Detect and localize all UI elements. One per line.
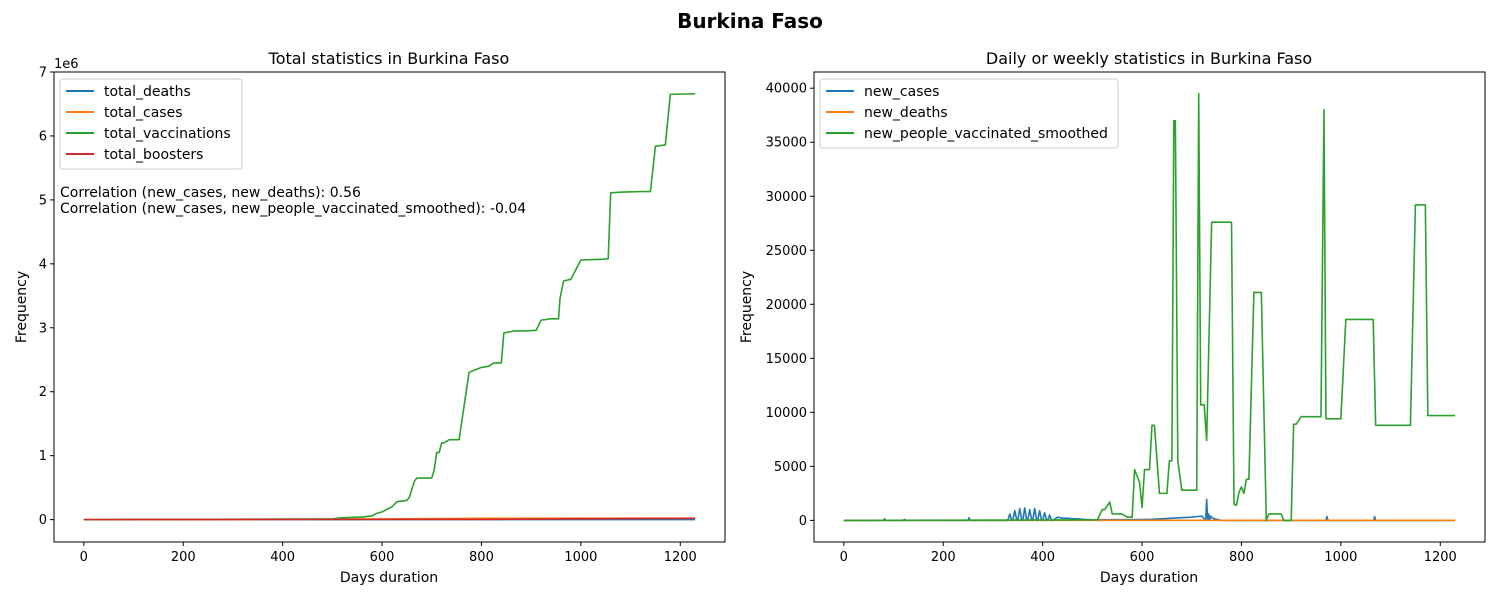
left-chart-ylabel: Frequency	[14, 271, 30, 343]
correlation-annotation-1: Correlation (new_cases, new_deaths): 0.5…	[60, 185, 361, 201]
left-chart-annotations: Correlation (new_cases, new_deaths): 0.5…	[60, 185, 526, 217]
x-tick-label: 1000	[564, 550, 597, 565]
left-chart-frame	[53, 71, 726, 543]
legend-label-total-cases: total_cases	[104, 105, 183, 121]
y-tick-label: 4	[39, 257, 47, 272]
right-chart: Daily or weekly statistics in Burkina Fa…	[739, 49, 1486, 586]
y-tick-label: 30000	[766, 190, 807, 205]
right-chart-legend: new_cases new_deaths new_people_vaccinated…	[819, 78, 1119, 149]
legend-label-total-deaths: total_deaths	[104, 84, 191, 100]
y-tick-label: 10000	[766, 406, 807, 421]
series-line-new-people-vaccinated-smoothed	[843, 92, 1456, 522]
y-tick-label: 1	[39, 449, 47, 464]
x-tick-label: 200	[171, 550, 196, 565]
x-tick-label: 1000	[1324, 550, 1357, 565]
series-line-total-vaccinations	[83, 92, 696, 521]
y-tick-label: 20000	[766, 298, 807, 313]
x-tick-label: 400	[270, 550, 295, 565]
legend-label-new-deaths: new_deaths	[864, 105, 948, 121]
right-chart-xlabel: Days duration	[1100, 570, 1198, 586]
x-tick-label: 400	[1030, 550, 1055, 565]
x-tick-label: 1200	[664, 550, 697, 565]
y-tick-label: 15000	[766, 352, 807, 367]
left-chart-offset-label: 1e6	[54, 57, 79, 72]
legend-label-new-cases: new_cases	[864, 84, 939, 100]
left-chart-legend: total_deaths total_cases total_vaccination…	[59, 78, 243, 170]
series-line-new-cases	[843, 498, 1456, 522]
x-tick-label: 1200	[1424, 550, 1457, 565]
legend-label-new-people-vaccinated-smoothed: new_people_vaccinated_smoothed	[864, 126, 1108, 142]
series-line-total-boosters	[83, 517, 696, 521]
legend-box	[819, 78, 1119, 149]
left-chart-xlabel: Days duration	[340, 570, 438, 586]
y-tick-label: 40000	[766, 82, 807, 97]
y-tick-label: 6	[39, 129, 47, 144]
right-chart-title: Daily or weekly statistics in Burkina Fa…	[986, 49, 1312, 68]
left-chart-series-group	[83, 92, 696, 521]
y-tick-label: 0	[39, 513, 47, 528]
y-tick-label: 5000	[774, 460, 807, 475]
correlation-annotation-2: Correlation (new_cases, new_people_vacci…	[60, 201, 526, 217]
right-chart-ylabel: Frequency	[739, 271, 755, 343]
x-tick-label: 0	[80, 550, 88, 565]
x-tick-label: 200	[931, 550, 956, 565]
x-tick-label: 800	[1229, 550, 1254, 565]
legend-box	[59, 78, 243, 170]
left-chart: Total statistics in Burkina Faso Days du…	[14, 49, 726, 586]
x-tick-label: 800	[469, 550, 494, 565]
right-chart-frame	[813, 71, 1486, 543]
x-tick-label: 600	[1130, 550, 1155, 565]
right-chart-series-group	[843, 92, 1456, 522]
y-tick-label: 2	[39, 385, 47, 400]
y-tick-label: 3	[39, 321, 47, 336]
left-chart-title: Total statistics in Burkina Faso	[268, 49, 510, 68]
y-tick-label: 25000	[766, 244, 807, 259]
x-tick-label: 600	[370, 550, 395, 565]
legend-label-total-vaccinations: total_vaccinations	[104, 126, 231, 142]
y-tick-label: 5	[39, 193, 47, 208]
y-tick-label: 0	[799, 514, 807, 529]
figure-title: Burkina Faso	[677, 9, 823, 33]
legend-label-total-boosters: total_boosters	[104, 147, 203, 163]
x-tick-label: 0	[840, 550, 848, 565]
y-tick-label: 7	[39, 66, 47, 81]
y-tick-label: 35000	[766, 136, 807, 151]
